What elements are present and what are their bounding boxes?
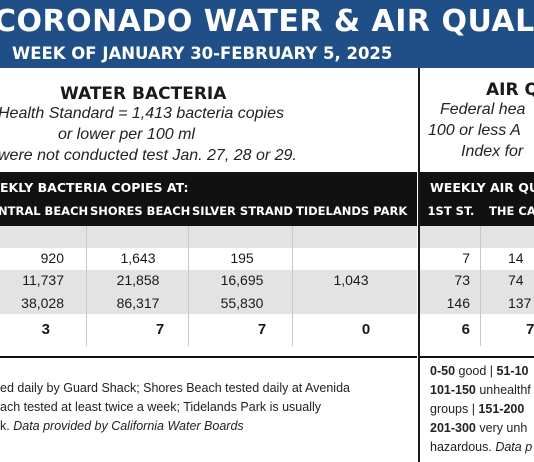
- page-subtitle: WEEK OF JANUARY 30-FEBRUARY 5, 2025: [12, 44, 393, 63]
- water-row-white-1: [0, 248, 417, 270]
- water-col-sep-3: [292, 226, 293, 346]
- water-total-c4: 0: [361, 321, 371, 338]
- col-head-central-beach: NTRAL BEACH: [0, 204, 89, 218]
- air-cell-r2-c1: 73: [454, 272, 470, 288]
- col-head-tidelands-park: TIDELANDS PARK: [296, 204, 408, 218]
- water-col-sep-1: [86, 226, 87, 346]
- water-row-shade-2: [0, 270, 417, 292]
- aqi-legend-line-1: 0-50 good | 51-10: [430, 364, 529, 378]
- water-cell-r1-c1: 920: [40, 250, 64, 266]
- air-total-c1: 6: [461, 321, 470, 338]
- water-row-totals: [0, 314, 417, 346]
- air-cell-r3-c2: 137: [508, 295, 532, 311]
- water-heading: WATER BACTERIA: [60, 84, 227, 104]
- water-cell-r2-c4: 1,043: [333, 272, 369, 288]
- col-head-silver-strand: SILVER STRAND: [192, 204, 293, 218]
- water-cell-r1-c2: 1,643: [120, 250, 156, 266]
- air-table-header-band: [420, 172, 534, 226]
- water-cell-r3-c2: 86,317: [116, 295, 160, 311]
- water-data-source: Data provided by California Water Boards: [13, 419, 244, 433]
- air-table-bottom-rule: [420, 356, 534, 358]
- water-row-shade-3: [0, 292, 417, 314]
- water-total-c2: 7: [155, 321, 165, 338]
- top-banner: CORONADO WATER & AIR QUALITY R WEEK OF J…: [0, 0, 534, 68]
- aqi-legend-line-2: 101-150 unhealthf: [430, 383, 531, 397]
- air-standard-line-1: Federal hea: [440, 101, 526, 118]
- air-cell-r1-c2: 14: [508, 250, 524, 266]
- aqi-range-good: 0-50: [430, 364, 456, 378]
- air-standard-line-3: Index for: [461, 143, 524, 160]
- air-standard-line-2: 100 or less A: [428, 122, 521, 139]
- air-cell-r3-c1: 146: [446, 295, 470, 311]
- water-note-line-3: k. Data provided by California Water Boa…: [0, 419, 244, 433]
- water-table-title: EKLY BACTERIA COPIES AT:: [0, 180, 189, 195]
- aqi-range-very-unhealthful: 201-300: [430, 421, 476, 435]
- air-data-source: Data p: [495, 440, 533, 454]
- air-table-title: WEEKLY AIR QU: [430, 180, 534, 195]
- col-head-the-cays: THE CAY: [489, 204, 534, 218]
- aqi-legend-line-5: hazardous. Data p: [430, 440, 533, 454]
- air-cell-r1-c1: 7: [462, 250, 470, 266]
- water-note-line-3-text: k.: [0, 419, 10, 433]
- water-cell-r3-c3: 55,830: [220, 295, 264, 311]
- water-standard-line-3: were not conducted test Jan. 27, 28 or 2…: [0, 147, 297, 164]
- col-head-shores-beach: SHORES BEACH: [90, 204, 191, 218]
- aqi-range-unhealthful-sensitive: 101-150: [430, 383, 476, 397]
- air-row-shade-2: [420, 270, 534, 292]
- water-cell-r2-c2: 21,858: [116, 272, 160, 288]
- aqi-legend-line-4: 201-300 very unh: [430, 421, 528, 435]
- column-divider: [418, 68, 420, 462]
- water-col-sep-2: [188, 226, 189, 346]
- water-cell-r2-c3: 16,695: [220, 272, 264, 288]
- air-row-totals: [420, 314, 534, 346]
- page-title: CORONADO WATER & AIR QUALITY R: [0, 4, 534, 39]
- water-table-bottom-rule: [0, 356, 417, 358]
- aqi-range-moderate: 51-10: [496, 364, 529, 378]
- water-cell-r3-c1: 38,028: [21, 295, 64, 311]
- water-row-shade-1: [0, 226, 417, 248]
- aqi-legend-line-3: groups | 151-200: [430, 402, 525, 416]
- col-head-1st-st: 1ST ST.: [427, 204, 475, 218]
- air-heading: AIR Q: [486, 80, 534, 100]
- air-cell-r2-c2: 74: [508, 272, 524, 288]
- water-table-header-band: [0, 172, 417, 226]
- air-row-shade-1: [420, 226, 534, 248]
- water-standard-line-2: or lower per 100 ml: [58, 126, 195, 143]
- air-row-white-1: [420, 248, 534, 270]
- air-col-sep-1: [480, 226, 481, 346]
- water-standard-line-1: Health Standard = 1,413 bacteria copies: [0, 105, 284, 122]
- aqi-range-unhealthful: 151-200: [478, 402, 525, 416]
- water-cell-r2-c1: 11,737: [22, 272, 64, 288]
- water-total-c3: 7: [257, 321, 267, 338]
- water-note-line-2: ach tested at least twice a week; Tidela…: [0, 400, 321, 414]
- air-total-c2: 7: [526, 321, 534, 338]
- water-cell-r1-c3: 195: [230, 250, 254, 266]
- water-note-line-1: ed daily by Guard Shack; Shores Beach te…: [0, 381, 350, 395]
- air-row-shade-3: [420, 292, 534, 314]
- water-total-c1: 3: [41, 321, 50, 338]
